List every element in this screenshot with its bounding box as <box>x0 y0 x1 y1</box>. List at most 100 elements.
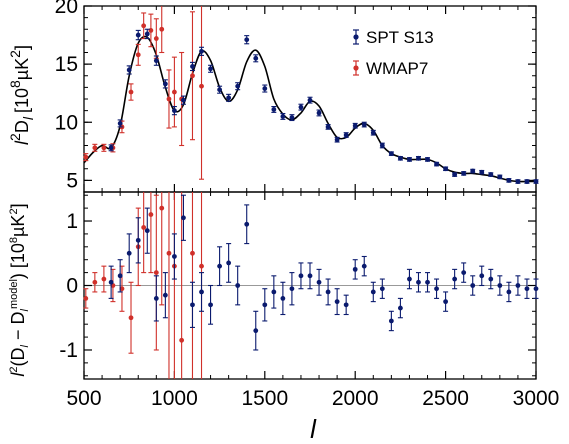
data-point <box>280 295 286 301</box>
data-point <box>388 151 394 157</box>
data-point <box>434 161 439 167</box>
data-point <box>352 123 358 129</box>
data-point <box>244 221 250 227</box>
data-point <box>162 81 168 87</box>
data-point <box>470 283 476 288</box>
data-point <box>479 273 485 279</box>
data-point <box>316 279 322 285</box>
data-point <box>166 250 172 256</box>
data-point <box>452 172 458 177</box>
data-point <box>443 166 448 172</box>
data-point <box>515 283 521 288</box>
x-axis-label: l <box>310 414 317 444</box>
data-point <box>524 286 530 292</box>
data-point <box>325 289 331 295</box>
data-point <box>83 295 89 301</box>
data-point <box>271 289 277 295</box>
data-point <box>153 295 159 301</box>
data-point <box>135 237 141 243</box>
data-point <box>217 263 223 269</box>
y-tick-label: 1 <box>66 210 78 233</box>
data-point <box>398 155 403 161</box>
data-point <box>172 89 177 95</box>
data-point <box>208 66 213 72</box>
data-point <box>470 168 476 174</box>
data-point <box>135 32 141 38</box>
data-point <box>253 55 259 61</box>
data-point <box>298 273 304 279</box>
data-point <box>497 283 503 288</box>
data-point <box>181 97 186 103</box>
data-point <box>117 121 123 126</box>
data-point <box>262 302 268 308</box>
data-point <box>208 302 213 308</box>
data-point <box>244 37 250 43</box>
y-tick-label: 20 <box>55 0 78 18</box>
data-point <box>190 302 195 308</box>
data-point <box>190 64 195 69</box>
data-point <box>425 157 430 162</box>
data-point <box>416 155 421 161</box>
data-point <box>159 26 165 32</box>
data-point <box>443 299 448 305</box>
data-point <box>108 145 114 151</box>
data-point <box>388 318 394 324</box>
y-tick-label: -1 <box>59 339 78 362</box>
data-point <box>361 263 367 269</box>
x-tick-label: 1500 <box>241 387 288 410</box>
data-point <box>316 110 322 116</box>
data-point <box>361 122 367 127</box>
data-point <box>370 130 376 136</box>
data-point <box>179 337 185 343</box>
data-point <box>190 250 195 256</box>
data-point <box>334 299 340 305</box>
top-panel: 5 10 15 20 <box>55 0 539 193</box>
data-point <box>407 157 412 162</box>
data-point <box>416 279 421 285</box>
legend-spt-label: SPT S13 <box>366 28 434 47</box>
data-point <box>141 23 147 29</box>
data-point <box>172 254 177 259</box>
data-point <box>190 73 195 79</box>
data-point <box>128 315 134 321</box>
data-point <box>461 270 467 276</box>
data-point <box>128 89 134 95</box>
data-point <box>370 289 376 295</box>
data-point <box>148 212 154 217</box>
x-tick-label: 500 <box>66 387 101 410</box>
data-point <box>533 286 539 292</box>
data-point <box>153 36 159 41</box>
y-tick-label: 15 <box>55 53 78 76</box>
data-point <box>271 107 277 112</box>
data-point <box>199 48 204 54</box>
data-point <box>253 328 259 334</box>
data-point <box>235 283 241 288</box>
data-point <box>226 95 232 101</box>
y-tick-label: 5 <box>66 169 78 192</box>
data-point <box>144 31 150 37</box>
legend-entry-wmap: WMAP7 <box>353 59 428 78</box>
data-point <box>334 137 340 143</box>
data-point <box>181 215 186 221</box>
data-point <box>199 263 204 269</box>
data-point <box>199 83 204 89</box>
data-point <box>101 145 107 151</box>
data-point <box>159 205 165 211</box>
data-point <box>119 286 125 292</box>
x-tick-label: 2000 <box>332 387 379 410</box>
series-spt-s13 <box>108 194 539 351</box>
data-point <box>407 276 412 282</box>
data-point <box>533 179 539 184</box>
data-point <box>166 96 172 102</box>
data-point <box>235 83 241 89</box>
data-point <box>135 52 141 58</box>
data-point <box>83 154 89 160</box>
y-tick-label: 10 <box>55 111 78 134</box>
data-point <box>461 171 467 176</box>
data-point <box>141 225 147 230</box>
data-point <box>117 273 123 279</box>
data-point <box>101 276 107 282</box>
data-point <box>226 260 232 266</box>
